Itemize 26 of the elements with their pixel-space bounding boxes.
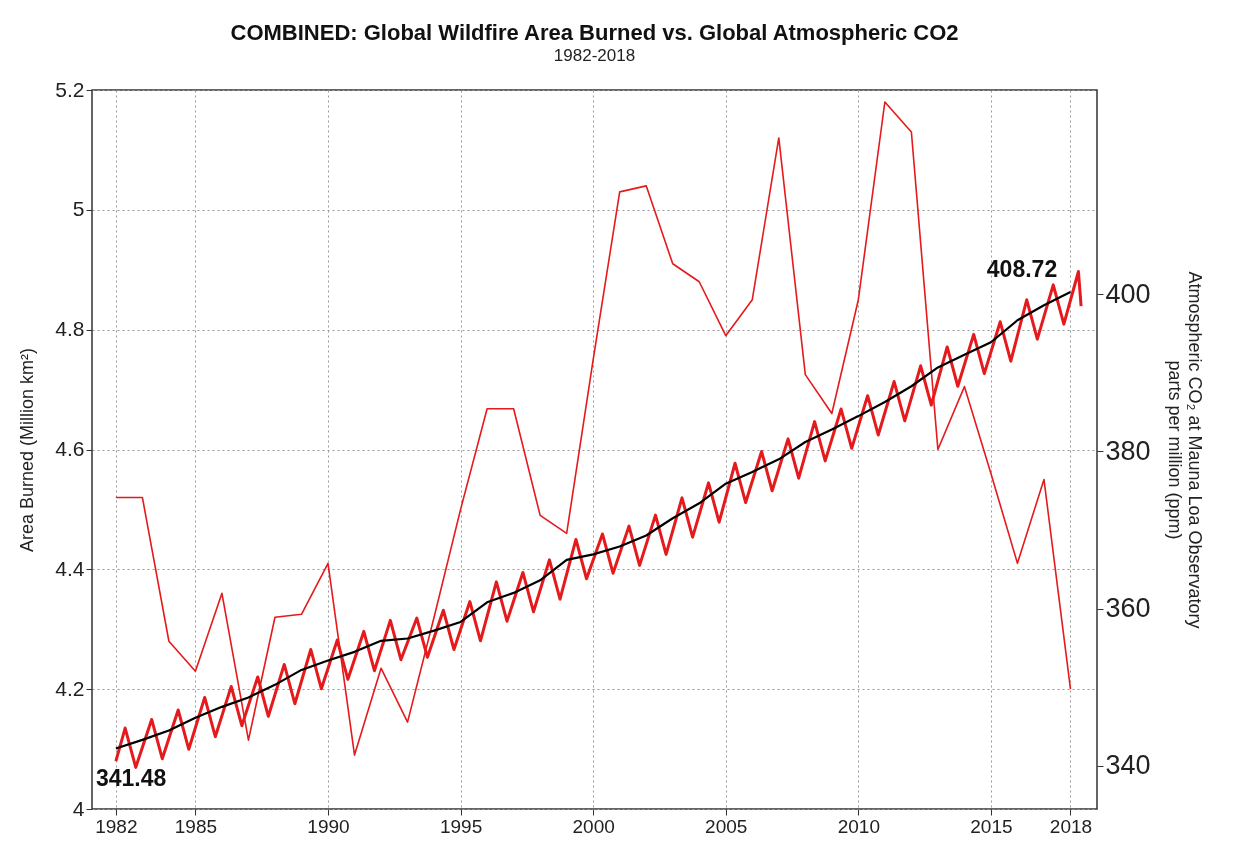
x-tick-label: 2018 xyxy=(1049,815,1093,837)
x-tick-label: 2000 xyxy=(572,815,615,837)
annotation: 408.72 xyxy=(986,256,1058,282)
y2-axis-title: Atmospheric CO₂ at Mauna Loa Observatory parts per million (ppm) xyxy=(1164,271,1205,629)
y-tick-label: 4.6 xyxy=(55,437,85,460)
x-tick-label: 1995 xyxy=(439,815,483,837)
y-tick-label: 4.4 xyxy=(55,556,85,580)
x-tick-label: 2010 xyxy=(837,815,880,837)
x-tick-label: 2005 xyxy=(705,815,748,837)
x-tick-label: 1990 xyxy=(307,815,350,837)
y-tick-label: 4 xyxy=(72,796,85,820)
y-tick-label: 5 xyxy=(72,197,85,221)
y-tick-label: 5.2 xyxy=(55,77,85,101)
y-tick-label: 4.2 xyxy=(55,676,85,700)
x-tick-label: 1985 xyxy=(174,815,218,837)
y2-tick-label: 360 xyxy=(1105,593,1151,624)
y-axis-title: Area Burned (Million km²) xyxy=(17,347,38,553)
x-tick-label: 2015 xyxy=(970,815,1013,837)
y-tick-label: 4.8 xyxy=(55,317,85,341)
chart-title: COMBINED: Global Wildfire Area Burned vs. Global Atmospheric CO2 xyxy=(230,20,959,45)
y2-tick-label: 400 xyxy=(1105,278,1151,309)
y2-tick-label: 380 xyxy=(1105,435,1151,466)
annotation: 341.48 xyxy=(96,765,167,791)
chart-subtitle: 1982-2018 xyxy=(553,46,636,65)
y2-tick-label: 340 xyxy=(1105,750,1151,781)
x-tick-label: 1982 xyxy=(95,815,138,837)
